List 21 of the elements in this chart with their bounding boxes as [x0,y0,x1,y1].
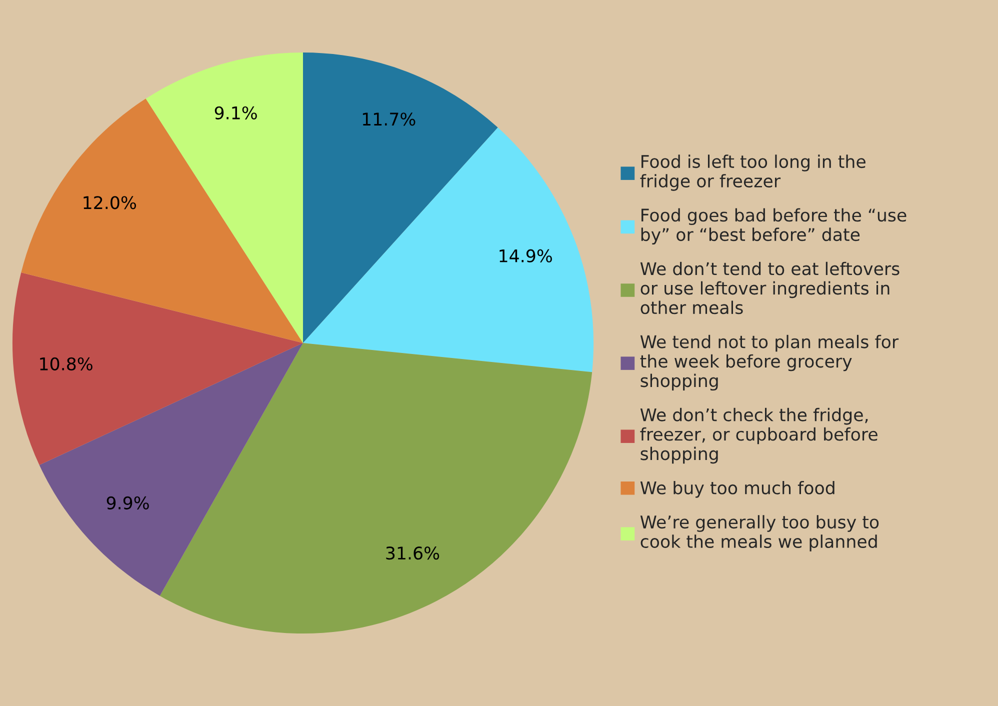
legend-label: Food goes bad before the “use by” or “best before” date [641,208,906,244]
legend-label: We don’t tend to eat leftovers or use leftover ingredients in other meals [640,262,900,314]
data-label: 11.7% [362,112,416,126]
legend-label: We tend not to plan meals for the week before grocery shopping [640,334,899,391]
data-label: 14.9% [500,249,552,262]
pie-slice [39,343,303,596]
pie-slice [303,52,498,343]
legend-label: We buy too much food [640,480,834,498]
data-label: 12.0% [84,196,136,210]
legend-label: We don’t check the fridge, freezer, or cupboard before shopping [640,408,878,464]
legend-label: We’re generally too busy to cook the meals we planned [640,515,879,552]
pie-slice [303,127,594,372]
data-label: 9.1% [214,106,257,120]
data-label: 9.9% [106,496,149,510]
pie-slice [21,98,303,343]
data-label: 31.6% [386,546,440,560]
data-label: 10.8% [40,357,92,370]
legend-label: Food is left too long in the fridge or freezer [640,154,866,191]
pie-slice [146,52,303,343]
pie-slice [160,343,592,634]
pie-slice [12,272,303,466]
